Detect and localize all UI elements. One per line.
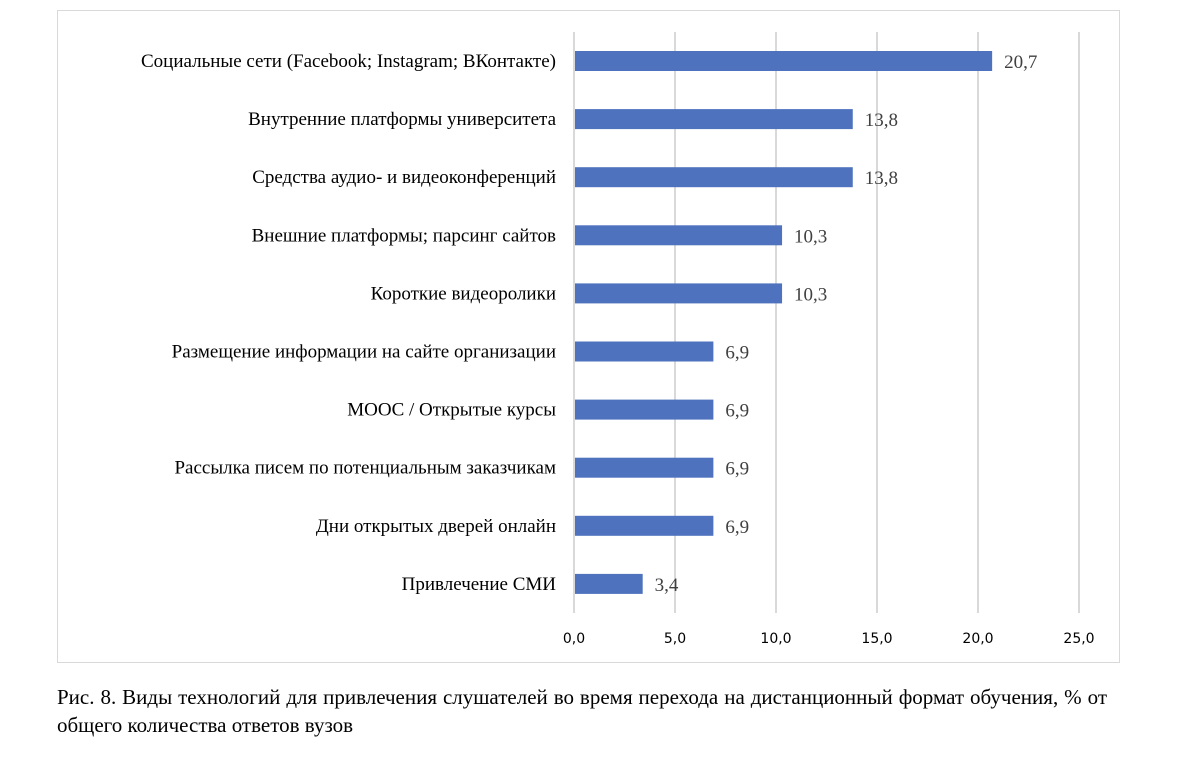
data-label: 6,9	[725, 517, 749, 538]
data-label: 6,9	[725, 401, 749, 422]
bar	[575, 457, 714, 478]
bar	[575, 341, 714, 362]
bar	[575, 167, 853, 188]
data-label: 13,8	[865, 168, 898, 189]
category-label: Размещение информации на сайте организац…	[172, 342, 556, 363]
data-label: 10,3	[794, 284, 827, 305]
data-label: 13,8	[865, 110, 898, 131]
category-label: Социальные сети (Facebook; Instagram; ВК…	[141, 51, 556, 72]
category-label: MOOC / Открытые курсы	[347, 400, 556, 421]
category-label: Внешние платформы; парсинг сайтов	[252, 225, 556, 246]
bar	[575, 109, 853, 130]
figure-caption: Рис. 8. Виды технологий для привлечения …	[57, 685, 1107, 737]
bar	[575, 515, 714, 536]
category-label: Привлечение СМИ	[402, 574, 557, 595]
category-label: Рассылка писем по потенциальным заказчик…	[174, 458, 556, 479]
data-label: 6,9	[725, 343, 749, 364]
x-tick-label: 25,0	[1063, 631, 1094, 647]
bar	[575, 283, 783, 304]
bar	[575, 573, 643, 594]
x-tick-label: 15,0	[861, 631, 892, 647]
bar	[575, 399, 714, 420]
bar-chart: 0,0 5,0 10,0 15,0 20,0 25,0 Социальные сети (F…	[141, 32, 1095, 647]
data-label: 6,9	[725, 459, 749, 480]
bar	[575, 225, 783, 246]
chart-frame	[57, 10, 1120, 663]
x-tick-label: 5,0	[664, 631, 686, 647]
category-label: Короткие видеоролики	[371, 283, 556, 304]
x-tick-label: 10,0	[760, 631, 791, 647]
category-label: Внутренние платформы университета	[248, 109, 556, 130]
x-tick-label: 0,0	[563, 631, 585, 647]
data-label: 3,4	[655, 575, 679, 596]
bar	[575, 51, 993, 71]
x-tick-label: 20,0	[962, 631, 993, 647]
data-label: 10,3	[794, 226, 827, 247]
data-label: 20,7	[1004, 52, 1037, 73]
category-label: Средства аудио- и видеоконференций	[252, 167, 556, 188]
category-label: Дни открытых дверей онлайн	[316, 516, 556, 537]
